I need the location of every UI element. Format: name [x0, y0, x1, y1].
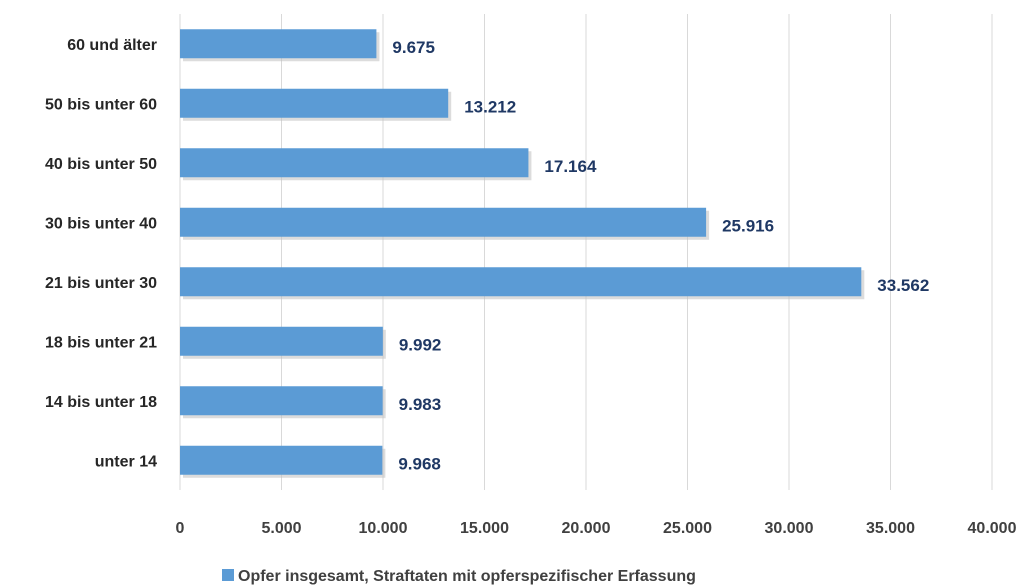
category-label: 14 bis unter 18	[45, 394, 157, 411]
data-label: 25.916	[722, 216, 774, 235]
category-labels: unter 14 14 bis unter 18 18 bis unter 21 21…	[45, 37, 157, 471]
x-tick-label: 20.000	[562, 520, 611, 537]
legend-swatch	[222, 569, 234, 581]
category-label: 21 bis unter 30	[45, 275, 157, 292]
category-label: 40 bis unter 50	[45, 156, 157, 173]
x-tick-label: 35.000	[866, 520, 915, 537]
category-label: 30 bis unter 40	[45, 215, 157, 232]
x-axis-tick-labels: 0 5.000 10.000 15.000 20.000 25.000 30.000 35.0…	[176, 520, 1017, 537]
bar	[180, 207, 707, 237]
bar	[180, 386, 383, 416]
data-labels: 9.968 9.983 9.992 33.562 25.916 17.164 13.212 9…	[392, 38, 929, 474]
x-tick-label: 0	[176, 520, 185, 537]
bar	[180, 148, 529, 178]
bar	[180, 445, 383, 475]
data-label: 9.992	[399, 335, 442, 354]
x-tick-label: 40.000	[968, 520, 1017, 537]
legend-label: Opfer insgesamt, Straftaten mit opferspe…	[238, 568, 696, 585]
data-label: 13.212	[464, 97, 516, 116]
legend: Opfer insgesamt, Straftaten mit opferspe…	[222, 568, 696, 585]
x-tick-label: 25.000	[663, 520, 712, 537]
bars	[180, 29, 865, 478]
data-label: 9.983	[399, 395, 442, 414]
category-label: 60 und älter	[67, 37, 157, 54]
bar	[180, 88, 449, 118]
x-tick-label: 10.000	[359, 520, 408, 537]
gridlines	[179, 14, 993, 490]
x-tick-label: 5.000	[261, 520, 301, 537]
data-label: 9.675	[392, 38, 435, 57]
data-label: 17.164	[544, 157, 597, 176]
x-tick-label: 15.000	[460, 520, 509, 537]
category-label: unter 14	[95, 453, 157, 470]
x-tick-label: 30.000	[765, 520, 814, 537]
bar	[180, 326, 383, 356]
data-label: 33.562	[877, 276, 929, 295]
bar	[180, 29, 377, 59]
data-label: 9.968	[398, 454, 441, 473]
category-label: 50 bis unter 60	[45, 96, 157, 113]
bar	[180, 267, 862, 297]
category-label: 18 bis unter 21	[45, 334, 157, 351]
